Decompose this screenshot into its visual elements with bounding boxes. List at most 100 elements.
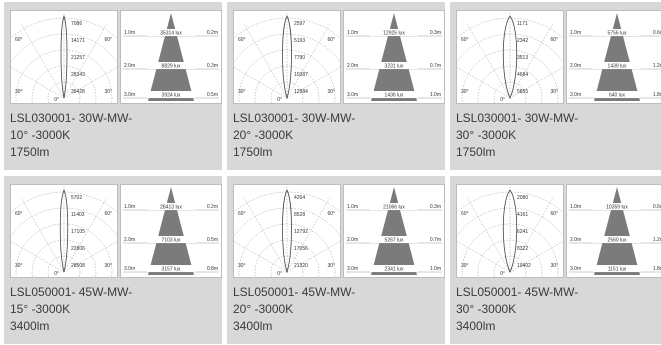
intensity-value: 2080 bbox=[517, 195, 528, 201]
product-card: 60° 60° 30° 30° 0° 1171 2342 3513 4684 5855 1.0m 57… bbox=[450, 2, 661, 170]
beam-angle-cct: 30° -3000K bbox=[456, 128, 517, 142]
polar-grid-spoke bbox=[509, 241, 563, 273]
polar-grid-ring bbox=[234, 17, 340, 39]
angle-label: 30° bbox=[327, 263, 335, 269]
lux-label-bar bbox=[147, 29, 195, 36]
distance-label: 2.0m bbox=[570, 237, 581, 243]
product-card: 60° 60° 30° 30° 0° 5702 11403 17105 22806 28508 1.… bbox=[4, 176, 222, 344]
angle-label: 60° bbox=[327, 211, 335, 217]
angle-label: 0° bbox=[500, 271, 505, 277]
intensity-value: 8528 bbox=[294, 212, 305, 218]
polar-grid-ring bbox=[11, 191, 117, 213]
lux-value: 1439 lux bbox=[608, 64, 627, 70]
polar-grid-ring bbox=[477, 65, 543, 103]
polar-grid-ring bbox=[254, 239, 320, 277]
polar-grid-ring bbox=[31, 65, 97, 103]
polar-grid-ring bbox=[234, 33, 340, 63]
polar-grid-spoke bbox=[234, 241, 288, 273]
distance-label: 3.0m bbox=[570, 92, 581, 98]
angle-label: 0° bbox=[277, 271, 282, 277]
polar-grid-ring bbox=[457, 17, 563, 39]
polar-grid-spoke bbox=[21, 24, 65, 99]
angle-label: 60° bbox=[15, 211, 23, 217]
beam-diameter: 1.0m bbox=[430, 266, 441, 272]
lux-value: 2341 lux bbox=[385, 267, 404, 273]
intensity-value: 35428 bbox=[71, 89, 85, 95]
intensity-value: 21320 bbox=[294, 263, 308, 269]
polar-grid-ring bbox=[11, 33, 117, 63]
intensity-value: 28508 bbox=[71, 263, 85, 269]
beam-lobe bbox=[59, 188, 69, 273]
polar-grid-spoke bbox=[11, 241, 65, 273]
intensity-value: 22806 bbox=[71, 246, 85, 252]
light-cone bbox=[148, 187, 194, 275]
beam-diameter: 0.5m bbox=[207, 92, 218, 98]
distance-label: 2.0m bbox=[124, 237, 135, 243]
lux-value: 7103 lux bbox=[162, 238, 181, 244]
angle-label: 0° bbox=[54, 271, 59, 277]
polar-grid-ring bbox=[254, 65, 320, 103]
product-model: LSL050001- 45W-MW- bbox=[456, 285, 579, 299]
distance-label: 1.0m bbox=[347, 30, 358, 36]
lux-value: 2560 lux bbox=[608, 238, 627, 244]
intensity-value: 7790 bbox=[294, 55, 305, 61]
distance-label: 3.0m bbox=[347, 92, 358, 98]
beam-diameter: 0.5m bbox=[207, 237, 218, 243]
distance-label: 2.0m bbox=[570, 63, 581, 69]
intensity-value: 17056 bbox=[294, 246, 308, 252]
polar-intensity-diagram: 60° 60° 30° 30° 0° 2597 5193 7790 10387 12984 bbox=[233, 10, 341, 104]
polar-grid-spoke bbox=[509, 198, 553, 273]
illuminance-cone-diagram: 1.0m 21066 lux 0.3m 2.0m 5267 lux 0.7m 3.0m 234… bbox=[343, 184, 445, 278]
distance-label: 1.0m bbox=[124, 204, 135, 210]
intensity-value: 17105 bbox=[71, 229, 85, 235]
lux-value: 5756 lux bbox=[608, 31, 627, 37]
lux-value: 12925 lux bbox=[383, 31, 405, 37]
lux-label-bar bbox=[147, 62, 195, 69]
lumen-output: 1750lm bbox=[10, 145, 50, 159]
polar-grid-spoke bbox=[63, 198, 107, 273]
intensity-value: 1171 bbox=[517, 21, 528, 27]
product-caption: LSL050001- 45W-MW- 30° -3000K 3400lm bbox=[456, 284, 661, 335]
beam-angle-cct: 20° -3000K bbox=[233, 128, 294, 142]
polar-grid-spoke bbox=[286, 24, 330, 99]
lux-value: 35314 lux bbox=[160, 31, 182, 37]
polar-grid-spoke bbox=[286, 67, 340, 99]
intensity-value: 7086 bbox=[71, 21, 82, 27]
polar-intensity-diagram: 60° 60° 30° 30° 0° 4264 8528 12792 17056 21320 bbox=[233, 184, 341, 278]
polar-grid-ring bbox=[493, 81, 527, 103]
polar-grid-ring bbox=[234, 207, 340, 237]
polar-grid-ring bbox=[11, 17, 117, 39]
lux-value: 3157 lux bbox=[162, 267, 181, 273]
distance-label: 2.0m bbox=[347, 63, 358, 69]
product-model: LSL030001- 30W-MW- bbox=[233, 111, 356, 125]
distance-label: 1.0m bbox=[570, 30, 581, 36]
product-card: 60° 60° 30° 30° 0° 4264 8528 12792 17056 21320 1.0… bbox=[227, 176, 445, 344]
polar-grid-spoke bbox=[63, 67, 117, 99]
polar-grid-ring bbox=[477, 239, 543, 277]
lumen-output: 3400lm bbox=[233, 319, 273, 333]
lux-label-bar bbox=[147, 91, 195, 98]
product-caption: LSL030001- 30W-MW- 30° -3000K 1750lm bbox=[456, 110, 661, 161]
intensity-value: 10387 bbox=[294, 72, 308, 78]
angle-label: 30° bbox=[461, 263, 469, 269]
distance-label: 2.0m bbox=[347, 237, 358, 243]
beam-diameter: 1.8m bbox=[653, 266, 661, 272]
polar-grid-spoke bbox=[244, 198, 288, 273]
lux-value: 1151 lux bbox=[608, 267, 627, 273]
polar-grid-spoke bbox=[286, 198, 330, 273]
polar-grid-ring bbox=[457, 33, 563, 63]
lux-value: 21066 lux bbox=[383, 205, 405, 211]
lux-value: 28413 lux bbox=[160, 205, 182, 211]
lumen-output: 3400lm bbox=[10, 319, 50, 333]
polar-grid-spoke bbox=[11, 67, 65, 99]
beam-lobe bbox=[60, 14, 68, 99]
polar-grid-ring bbox=[31, 239, 97, 277]
angle-label: 60° bbox=[15, 37, 23, 43]
angle-label: 60° bbox=[104, 211, 112, 217]
beam-angle-cct: 15° -3000K bbox=[10, 302, 71, 316]
beam-angle-cct: 10° -3000K bbox=[10, 128, 71, 142]
distance-label: 1.0m bbox=[124, 30, 135, 36]
polar-intensity-diagram: 60° 60° 30° 30° 0° 7086 14171 21257 28343 35428 bbox=[10, 10, 118, 104]
polar-grid-spoke bbox=[467, 198, 511, 273]
lux-value: 5267 lux bbox=[385, 238, 404, 244]
